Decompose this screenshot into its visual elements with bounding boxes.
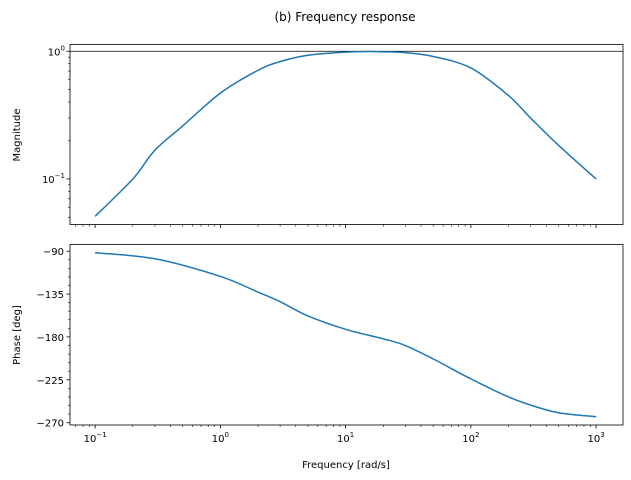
y-tick-label: −90 <box>43 247 64 258</box>
x-tick-label: 103 <box>587 431 604 445</box>
x-tick-label: 101 <box>337 431 354 445</box>
x-tick-label: 100 <box>212 431 229 445</box>
phase-axes: 10−1 100 101 102 103 −90 −135 −180 −225 −270 <box>37 244 624 445</box>
magnitude-ylabel: Magnitude <box>12 109 23 162</box>
y-tick-label: −180 <box>37 333 64 344</box>
phase-line <box>95 252 597 418</box>
x-axis-label: Frequency [rad/s] <box>302 460 390 471</box>
y-tick-label: −270 <box>37 419 64 430</box>
axes-frame <box>69 244 624 426</box>
x-tick-label: 10−1 <box>84 431 107 445</box>
y-tick-label: −225 <box>37 376 64 387</box>
figure-title: (b) Frequency response <box>274 10 415 24</box>
phase-ylabel: Phase [deg] <box>12 305 23 365</box>
y-tick-label: 100 <box>48 44 65 58</box>
magnitude-line <box>94 50 597 217</box>
y-tick-label: −135 <box>37 290 64 301</box>
y-tick-label: 10−1 <box>42 172 65 186</box>
magnitude-axes: 100 10−1 <box>42 44 624 228</box>
axes-frame <box>69 44 624 225</box>
x-tick-label: 102 <box>462 431 479 445</box>
